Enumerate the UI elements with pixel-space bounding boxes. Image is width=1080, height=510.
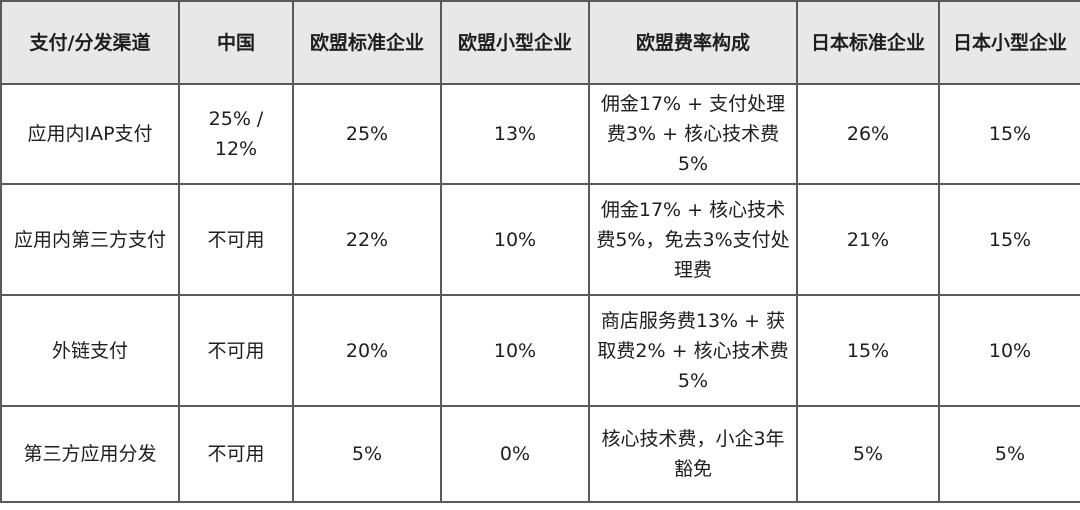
header-eu-standard: 欧盟标准企业 bbox=[292, 0, 442, 85]
header-eu-composition: 欧盟费率构成 bbox=[588, 0, 798, 85]
cell-eu-composition: 佣金17% + 核心技术费5%，免去3%支付处理费 bbox=[588, 183, 798, 296]
cell-channel: 第三方应用分发 bbox=[0, 405, 180, 503]
cell-eu-composition: 商店服务费13% + 获取费2% + 核心技术费5% bbox=[588, 294, 798, 407]
cell-eu-standard: 5% bbox=[292, 405, 442, 503]
header-channel: 支付/分发渠道 bbox=[0, 0, 180, 85]
table-row: 应用内IAP支付 25% / 12% 25% 13% 佣金17% + 支付处理费… bbox=[0, 83, 1080, 185]
cell-channel: 外链支付 bbox=[0, 294, 180, 407]
cell-eu-small: 10% bbox=[440, 183, 590, 296]
cell-eu-small: 13% bbox=[440, 83, 590, 185]
cell-eu-standard: 22% bbox=[292, 183, 442, 296]
table-row: 应用内第三方支付 不可用 22% 10% 佣金17% + 核心技术费5%，免去3… bbox=[0, 183, 1080, 296]
cell-channel: 应用内IAP支付 bbox=[0, 83, 180, 185]
cell-japan-small: 15% bbox=[938, 183, 1080, 296]
cell-japan-small: 15% bbox=[938, 83, 1080, 185]
cell-eu-small: 10% bbox=[440, 294, 590, 407]
cell-china: 不可用 bbox=[178, 183, 294, 296]
cell-japan-standard: 26% bbox=[796, 83, 940, 185]
table-row: 第三方应用分发 不可用 5% 0% 核心技术费，小企3年豁免 5% 5% bbox=[0, 405, 1080, 503]
cell-eu-standard: 25% bbox=[292, 83, 442, 185]
table-row: 外链支付 不可用 20% 10% 商店服务费13% + 获取费2% + 核心技术… bbox=[0, 294, 1080, 407]
cell-china: 不可用 bbox=[178, 405, 294, 503]
cell-eu-standard: 20% bbox=[292, 294, 442, 407]
header-row: 支付/分发渠道 中国 欧盟标准企业 欧盟小型企业 欧盟费率构成 日本标准企业 日… bbox=[0, 0, 1080, 85]
cell-china: 不可用 bbox=[178, 294, 294, 407]
cell-japan-standard: 15% bbox=[796, 294, 940, 407]
cell-eu-composition: 佣金17% + 支付处理费3% + 核心技术费5% bbox=[588, 83, 798, 185]
cell-eu-small: 0% bbox=[440, 405, 590, 503]
cell-eu-composition: 核心技术费，小企3年豁免 bbox=[588, 405, 798, 503]
cell-china: 25% / 12% bbox=[178, 83, 294, 185]
header-japan-small: 日本小型企业 bbox=[938, 0, 1080, 85]
header-china: 中国 bbox=[178, 0, 294, 85]
header-japan-standard: 日本标准企业 bbox=[796, 0, 940, 85]
cell-japan-small: 5% bbox=[938, 405, 1080, 503]
header-eu-small: 欧盟小型企业 bbox=[440, 0, 590, 85]
cell-japan-small: 10% bbox=[938, 294, 1080, 407]
cell-japan-standard: 5% bbox=[796, 405, 940, 503]
cell-japan-standard: 21% bbox=[796, 183, 940, 296]
cell-channel: 应用内第三方支付 bbox=[0, 183, 180, 296]
